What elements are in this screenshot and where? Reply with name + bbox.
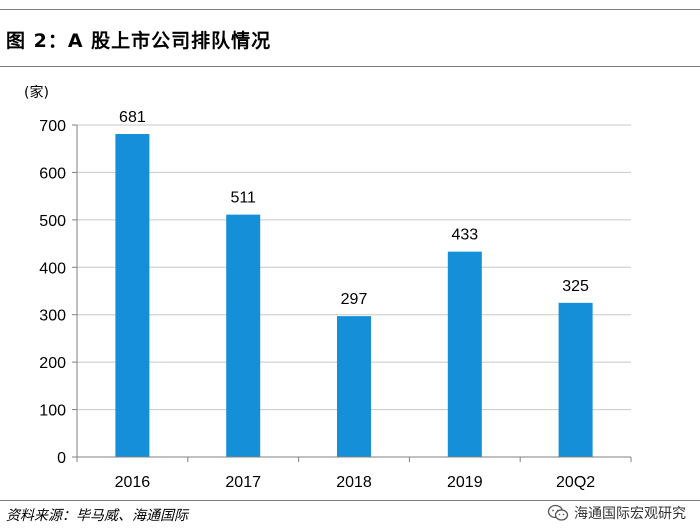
axes (76, 125, 632, 462)
y-tick-label: 300 (39, 308, 66, 325)
watermark: 海通国际宏观研究 (545, 503, 688, 523)
y-tick-label: 0 (57, 450, 66, 467)
bar-2017 (226, 214, 261, 457)
x-tick-label: 2016 (115, 474, 151, 491)
figure-title: 图 2：A 股上市公司排队情况 (6, 30, 272, 52)
y-tick-label: 500 (39, 213, 66, 230)
bars (115, 134, 593, 458)
y-tick-label: 600 (39, 165, 66, 182)
bar-2019 (447, 251, 482, 457)
data-label: 433 (451, 227, 478, 244)
bar-2018 (337, 316, 371, 457)
data-label: 297 (341, 291, 368, 308)
bar-20Q2 (558, 302, 593, 457)
source-note: 资料来源：毕马威、海通国际 (6, 508, 188, 524)
gridlines (72, 124, 631, 458)
x-tick-label: 2017 (225, 474, 261, 491)
data-labels: 681 511 297 433 325 (119, 109, 589, 308)
title-rule (0, 66, 700, 67)
top-rule (0, 9, 700, 10)
data-label: 511 (230, 190, 256, 207)
wechat-icon (547, 504, 569, 521)
y-tick-label: 700 (39, 118, 66, 135)
y-tick-label: 400 (39, 260, 66, 277)
watermark-text: 海通国际宏观研究 (574, 506, 686, 522)
y-tick-labels: 0 100 200 300 400 500 600 700 (39, 118, 66, 467)
data-label: 325 (562, 278, 589, 295)
y-unit-label: (家) (24, 84, 49, 101)
x-tick-label: 2018 (336, 474, 372, 491)
y-tick-label: 200 (39, 355, 66, 372)
data-label: 681 (119, 109, 146, 126)
x-tick-label: 20Q2 (556, 474, 595, 491)
x-tick-label: 2019 (447, 474, 483, 491)
footer-rule (0, 500, 700, 501)
bar-2016 (115, 134, 150, 458)
x-tick-labels: 2016 2017 2018 2019 20Q2 (115, 474, 596, 491)
y-tick-label: 100 (39, 403, 66, 420)
